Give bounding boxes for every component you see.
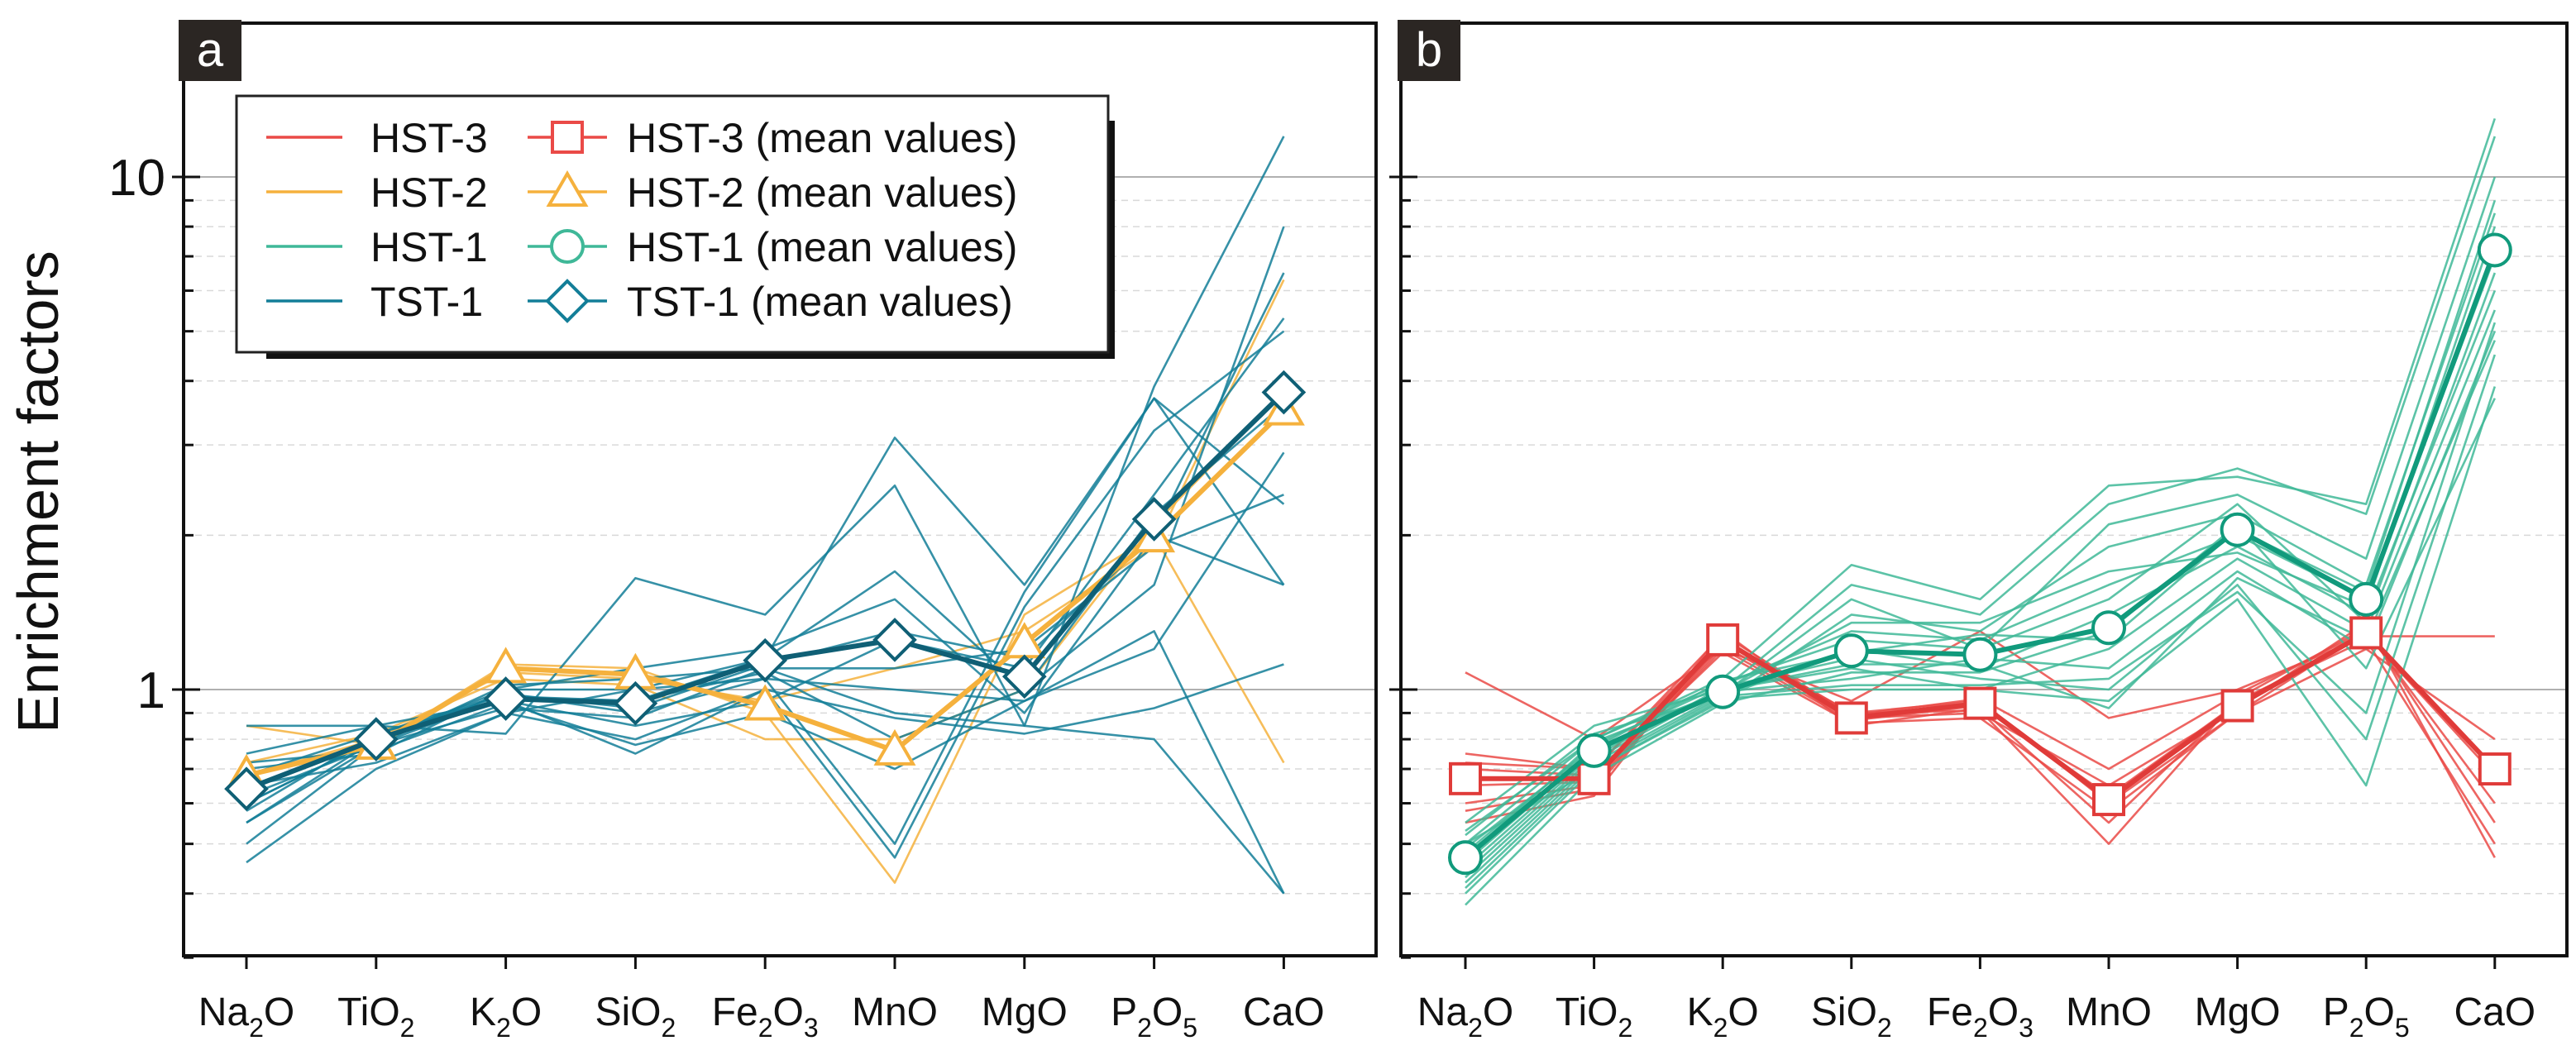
panel-b-x-axis: Na2O TiO2 K2O SiO2 Fe2O3 MnO MgO P2O5 CaO (1417, 956, 2535, 1043)
legend-marker-circle (550, 229, 585, 264)
mean-marker-diamond (613, 680, 658, 726)
x-tick-label: P2O5 (1111, 991, 1197, 1043)
mean-marker-square (1577, 761, 1611, 795)
panel-b: Na2O TiO2 K2O SiO2 Fe2O3 MnO MgO P2O5 CaO b (1389, 20, 2569, 1043)
mean-marker-circle (2220, 512, 2255, 547)
mean-marker-diamond (1001, 654, 1047, 699)
legend-label: TST-1 (mean values) (627, 279, 1013, 325)
legend-label: HST-1 (370, 224, 488, 270)
x-tick-label: K2O (470, 991, 542, 1043)
legend-label: HST-2 (mean values) (627, 169, 1017, 216)
legend-marker-diamond (545, 279, 590, 323)
mean-marker-square (2349, 616, 2383, 650)
legend-label: HST-1 (mean values) (627, 224, 1017, 270)
x-tick-label: SiO2 (1811, 991, 1892, 1043)
x-tick-label: MnO (2066, 991, 2152, 1034)
mean-marker-diamond (1261, 370, 1307, 415)
mean-marker-diamond (483, 676, 528, 721)
panel-b-y-ticks (1389, 175, 1417, 959)
mean-marker-diamond (224, 766, 269, 811)
mean-marker-diamond (872, 618, 917, 662)
panel-a-mean-series (224, 370, 1307, 811)
panel-b-label-badge (1398, 20, 1460, 81)
panel-a-frame (182, 21, 1378, 957)
legend-label: HST-3 (370, 115, 488, 161)
x-tick-label: TiO2 (337, 991, 414, 1043)
x-tick-label: SiO2 (595, 991, 676, 1043)
mean-marker-circle (1962, 637, 1998, 672)
legend-label: HST-2 (370, 169, 488, 216)
mean-marker-square (2478, 752, 2511, 786)
x-tick-label: Fe2O3 (712, 991, 819, 1043)
legend-entries: HST-3 HST-3 (mean values) HST-2 HST-2 (mean… (266, 115, 1017, 325)
legend-marker-square (551, 121, 584, 154)
mean-marker-diamond (353, 717, 399, 761)
mean-marker-square (2220, 689, 2254, 723)
panel-a-x-axis: Na2O TiO2 K2O SiO2 Fe2O3 MnO MgO P2O5 CaO (198, 956, 1325, 1043)
x-tick-label: K2O (1687, 991, 1759, 1043)
mean-marker-square (2092, 783, 2125, 817)
mean-marker-triangle (873, 728, 916, 766)
mean-marker-square (1449, 761, 1482, 795)
panel-b-frame (1399, 21, 2569, 957)
x-tick-label: CaO (2454, 991, 2535, 1034)
panel-a-y-ticks: 1 10 (108, 150, 200, 959)
legend: HST-3 HST-3 (mean values) HST-2 HST-2 (mean… (235, 94, 1115, 359)
mean-marker-circle (1705, 674, 1741, 709)
x-tick-label: TiO2 (1556, 991, 1632, 1043)
x-tick-label: CaO (1243, 991, 1325, 1034)
y-tick-label: 1 (137, 662, 165, 719)
x-tick-label: Na2O (198, 991, 295, 1043)
mean-marker-square (1834, 701, 1868, 735)
panel-a-label-badge (179, 20, 241, 81)
mean-marker-circle (2477, 232, 2512, 268)
x-tick-label: MgO (2195, 991, 2281, 1034)
x-tick-label: MnO (852, 991, 938, 1034)
panel-b-label: b (1416, 23, 1442, 77)
mean-marker-circle (2091, 610, 2126, 646)
series-line-HST-1 (1465, 117, 2497, 845)
legend-marker-triangle (546, 170, 589, 207)
panel-b-plot-area (1401, 23, 2567, 956)
mean-marker-circle (1448, 840, 1483, 876)
mean-marker-triangle (743, 684, 786, 721)
x-tick-label: MgO (982, 991, 1068, 1034)
mean-marker-square (1963, 686, 1997, 720)
series-line-HST-1 (1465, 199, 2497, 850)
mean-marker-square (1706, 623, 1740, 656)
x-tick-label: Na2O (1417, 991, 1514, 1043)
mean-marker-circle (2349, 581, 2384, 617)
mean-marker-diamond (743, 637, 788, 683)
mean-marker-circle (1576, 733, 1612, 768)
mean-marker-circle (1833, 633, 1869, 669)
legend-label: TST-1 (370, 279, 483, 325)
y-tick-label: 10 (108, 150, 165, 207)
legend-box (235, 94, 1110, 354)
legend-label: HST-3 (mean values) (627, 115, 1017, 161)
x-tick-label: Fe2O3 (1927, 991, 2034, 1043)
panel-a-label: a (197, 23, 224, 77)
mean-marker-diamond (1131, 497, 1177, 542)
panel-a: 110 Na2O TiO2 K2O SiO2 Fe2O3 MnO MgO P2O5 CaO a … (108, 20, 1378, 1043)
x-tick-label: P2O5 (2323, 991, 2410, 1043)
panel-b-mean-series (1448, 232, 2512, 876)
y-axis-title: Enrichment factors (6, 251, 70, 733)
series-line-HST-1 (1465, 322, 2497, 890)
